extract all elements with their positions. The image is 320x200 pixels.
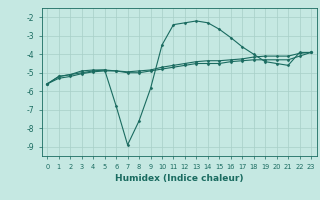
X-axis label: Humidex (Indice chaleur): Humidex (Indice chaleur) [115,174,244,183]
